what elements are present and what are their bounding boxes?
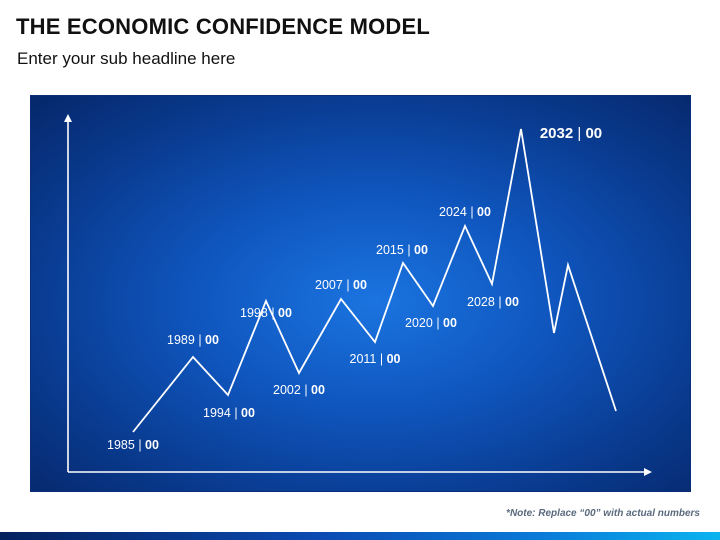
- point-year: 2020: [405, 316, 433, 330]
- label-separator: |: [404, 243, 414, 257]
- point-label-2024: 2024 | 00: [439, 205, 491, 219]
- point-value: 00: [241, 406, 255, 420]
- point-year: 2002: [273, 383, 301, 397]
- page-title: THE ECONOMIC CONFIDENCE MODEL: [16, 14, 431, 39]
- point-year: 1985: [107, 438, 135, 452]
- point-label-2011: 2011 | 00: [350, 352, 401, 366]
- footer-bar: [0, 532, 720, 540]
- point-label-2032: 2032 | 00: [540, 125, 602, 142]
- label-separator: |: [573, 125, 585, 142]
- point-year: 2011: [350, 352, 377, 366]
- point-value: 00: [205, 333, 219, 347]
- label-separator: |: [433, 316, 443, 330]
- page-subtitle: Enter your sub headline here: [17, 49, 236, 68]
- point-year: 1994: [203, 406, 231, 420]
- label-separator: |: [343, 278, 353, 292]
- chart-panel: [30, 95, 691, 492]
- point-year: 2024: [439, 205, 467, 219]
- point-year: 2015: [376, 243, 404, 257]
- point-value: 00: [278, 306, 292, 320]
- point-year: 1989: [167, 333, 195, 347]
- point-label-1994: 1994 | 00: [203, 406, 255, 420]
- point-label-2002: 2002 | 00: [273, 383, 325, 397]
- point-value: 00: [145, 438, 159, 452]
- point-value: 00: [585, 125, 602, 142]
- label-separator: |: [231, 406, 241, 420]
- point-value: 00: [443, 316, 457, 330]
- label-separator: |: [301, 383, 311, 397]
- point-label-2007: 2007 | 00: [315, 278, 367, 292]
- label-separator: |: [195, 333, 205, 347]
- point-year: 2007: [315, 278, 343, 292]
- point-year: 1998: [240, 306, 268, 320]
- note-text: *Note: Replace “00” with actual numbers: [506, 508, 700, 519]
- point-value: 00: [505, 295, 519, 309]
- point-value: 00: [477, 205, 491, 219]
- point-label-1989: 1989 | 00: [167, 333, 219, 347]
- label-separator: |: [135, 438, 145, 452]
- point-label-2020: 2020 | 00: [405, 316, 457, 330]
- point-label-1985: 1985 | 00: [107, 438, 159, 452]
- label-separator: |: [495, 295, 505, 309]
- confidence-line: [132, 128, 617, 433]
- point-value: 00: [387, 352, 401, 366]
- point-year: 2032: [540, 125, 573, 142]
- point-value: 00: [311, 383, 325, 397]
- label-separator: |: [376, 352, 386, 366]
- point-value: 00: [353, 278, 367, 292]
- point-label-1998: 1998 | 00: [240, 306, 292, 320]
- point-label-2015: 2015 | 00: [376, 243, 428, 257]
- point-year: 2028: [467, 295, 495, 309]
- point-value: 00: [414, 243, 428, 257]
- label-separator: |: [467, 205, 477, 219]
- point-label-2028: 2028 | 00: [467, 295, 519, 309]
- label-separator: |: [268, 306, 278, 320]
